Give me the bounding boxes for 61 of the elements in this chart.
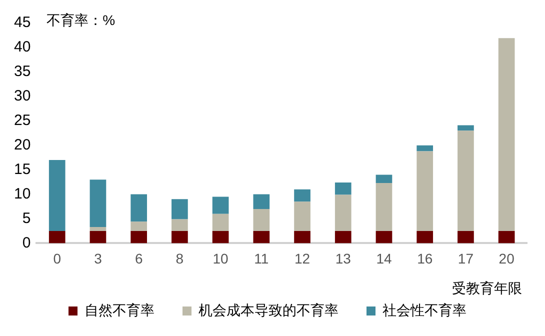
bar (212, 196, 229, 214)
bar (294, 189, 310, 202)
x-tick-label: 10 (212, 250, 229, 266)
y-axis-title: 不育率：% (46, 12, 116, 28)
bar (212, 230, 229, 244)
x-tick-label: 8 (176, 250, 184, 266)
y-tick-label: 15 (14, 160, 31, 178)
x-tick-label: 13 (335, 250, 352, 266)
bar (294, 230, 310, 244)
x-tick-label: 6 (134, 250, 143, 266)
bar (334, 230, 352, 244)
x-tick-label: 16 (417, 250, 433, 266)
legend-label: 社会性不育率 (382, 302, 466, 318)
bar (334, 194, 352, 231)
bar (376, 230, 392, 244)
y-tick-label: 0 (22, 234, 31, 252)
x-tick-label: 20 (498, 250, 515, 266)
y-tick-label: 5 (22, 210, 31, 227)
y-tick-label: 10 (14, 185, 31, 202)
bar (172, 219, 188, 231)
bar (172, 199, 188, 220)
bar (172, 230, 188, 244)
bar (253, 194, 270, 209)
legend-label: 机会成本导致的不育率 (198, 302, 338, 318)
bar (376, 174, 392, 184)
x-tick-label: 11 (254, 250, 269, 266)
y-tick-label: 35 (14, 63, 31, 80)
bar (90, 230, 106, 244)
bar (334, 182, 352, 195)
x-axis-title: 受教育年限 (452, 280, 522, 296)
y-tick-label: 40 (14, 38, 31, 56)
bar (416, 230, 434, 244)
bar (294, 202, 310, 231)
bar (48, 160, 66, 231)
x-tick-label: 0 (53, 250, 62, 266)
bar (498, 230, 515, 244)
bar (416, 145, 434, 152)
y-tick-label: 30 (14, 88, 31, 105)
y-tick-label: 25 (14, 112, 31, 130)
legend-label: 自然不育率 (84, 302, 154, 318)
bar (90, 227, 106, 231)
bar (498, 38, 515, 231)
bar (130, 230, 148, 244)
x-tick-label: 12 (294, 250, 310, 266)
bar (253, 208, 270, 231)
bar (130, 194, 148, 222)
bar (458, 125, 474, 131)
bar (48, 230, 66, 244)
bar (458, 130, 474, 231)
bar (253, 230, 270, 244)
x-tick-label: 3 (94, 250, 102, 266)
bar (130, 222, 148, 231)
bar (90, 180, 106, 228)
bar (212, 214, 229, 231)
x-tick-label: 17 (458, 250, 474, 266)
bar (458, 230, 474, 244)
bar (416, 151, 434, 231)
bar (376, 183, 392, 231)
y-tick-label: 45 (14, 14, 31, 32)
y-tick-label: 20 (14, 136, 31, 154)
x-tick-label: 14 (376, 250, 392, 266)
